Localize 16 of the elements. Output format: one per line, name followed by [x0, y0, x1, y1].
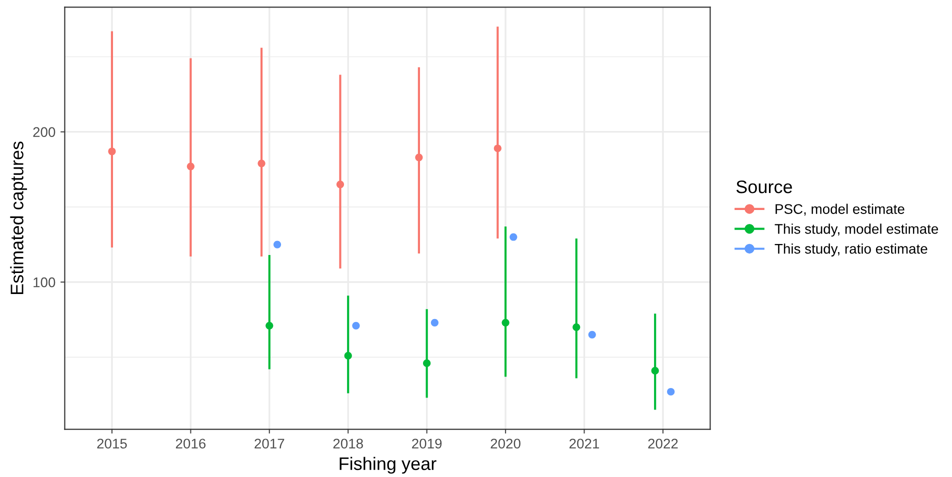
x-tick-label: 2021: [570, 438, 600, 449]
y-axis-title: Estimated captures: [10, 142, 27, 294]
y-tick-label: 100: [34, 277, 56, 288]
legend-label: This study, ratio estimate: [774, 244, 928, 256]
x-tick-label: 2022: [648, 438, 678, 449]
legend-title: Source: [736, 180, 792, 194]
x-tick-label: 2016: [176, 438, 206, 449]
x-tick-label: 2017: [254, 438, 284, 449]
y-tick-label: 200: [33, 127, 56, 138]
x-tick-label: 2018: [333, 438, 363, 449]
x-tick-label: 2015: [97, 438, 127, 449]
x-axis-title: Fishing year: [340, 456, 436, 474]
x-tick-label: 2020: [490, 438, 520, 449]
x-tick-label: 2019: [412, 438, 442, 449]
legend-label: PSC, model estimate: [776, 204, 904, 216]
legend-label: This study, model estimate: [774, 224, 938, 237]
